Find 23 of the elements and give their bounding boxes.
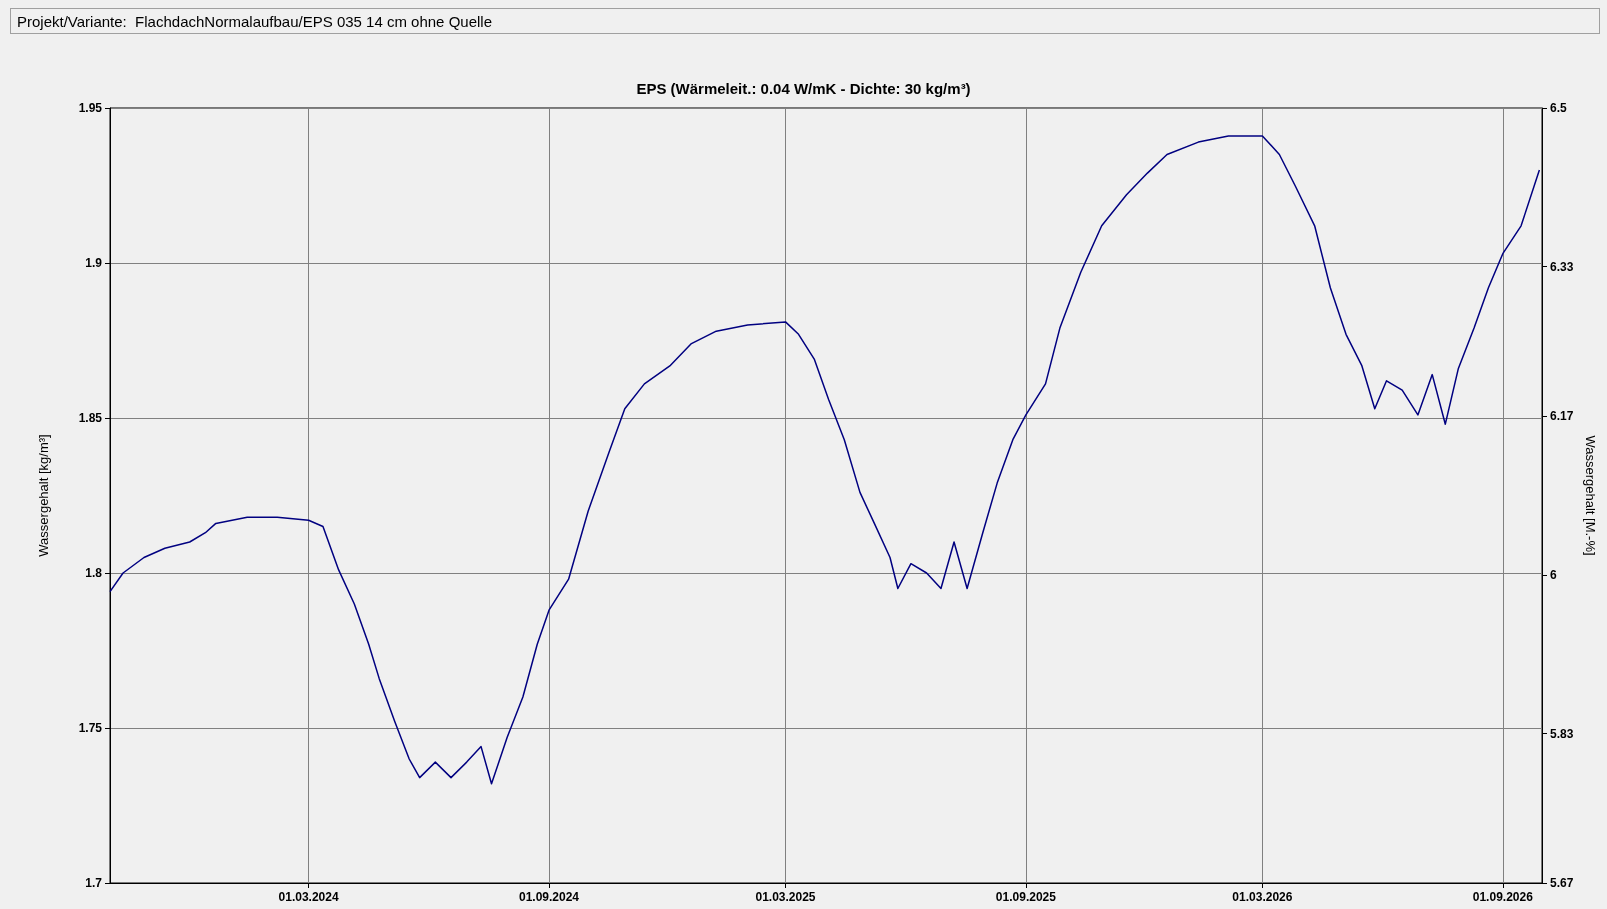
y-tick-label: 1.85 bbox=[78, 411, 103, 425]
text: Projekt/Variante: FlachdachNormalaufbau/EPS 035 14 cm ohne Quelle bbox=[10, 8, 1600, 34]
y2-tick-label: 6.17 bbox=[1550, 409, 1574, 424]
x-tick-label: 01.09.2026 bbox=[1472, 890, 1534, 904]
y-tick-label: 1.8 bbox=[85, 566, 103, 580]
x-tick-label: 01.03.2026 bbox=[1232, 890, 1293, 904]
y2-tick-label: 6.5 bbox=[1550, 101, 1568, 115]
line-series bbox=[109, 135, 1541, 785]
y-tick-label: 1.7 bbox=[85, 876, 103, 890]
x-tick-label: 01.09.2025 bbox=[995, 890, 1057, 904]
chart-title: EPS (Wärmeleit.: 0.04 W/mK - Dichte: 30 kg/m³) bbox=[636, 80, 971, 97]
x-tick-label: 01.09.2024 bbox=[518, 890, 580, 904]
y2-axis-title: Wassergehalt [M.-%] bbox=[1583, 435, 1599, 556]
y-axis-title: Wassergehalt [kg/m³] bbox=[36, 434, 51, 557]
y-tick-label: 1.95 bbox=[78, 101, 103, 115]
x-tick-label: 01.03.2024 bbox=[278, 890, 339, 904]
y-tick-label: 1.9 bbox=[85, 256, 103, 270]
y2-tick-label: 5.67 bbox=[1550, 876, 1574, 890]
y-tick-label: 1.75 bbox=[78, 721, 103, 735]
y2-tick-label: 6.33 bbox=[1550, 259, 1574, 274]
y2-tick-label: 6 bbox=[1550, 567, 1557, 582]
x-tick-label: 01.03.2025 bbox=[755, 890, 816, 904]
y2-tick-label: 5.83 bbox=[1550, 726, 1574, 741]
